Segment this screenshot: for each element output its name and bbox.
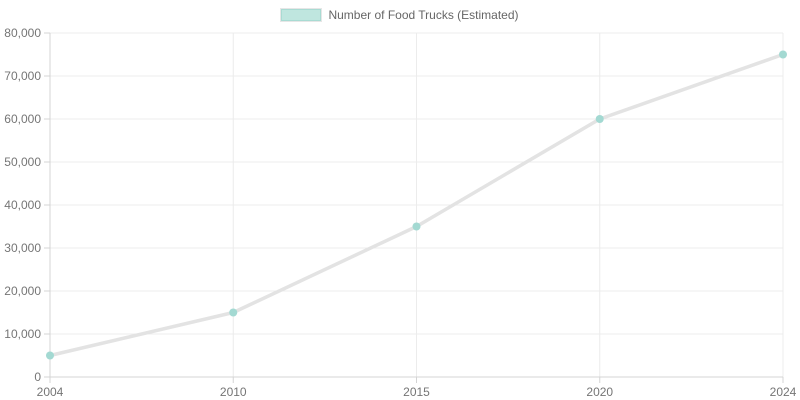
- y-tick-label: 80,000: [4, 26, 41, 40]
- y-tick-label: 10,000: [4, 327, 41, 341]
- y-tick-label: 30,000: [4, 241, 41, 255]
- data-point[interactable]: [779, 50, 787, 59]
- y-tick-label: 0: [34, 370, 41, 384]
- x-tick-label: 2015: [403, 385, 430, 399]
- data-point[interactable]: [595, 115, 604, 123]
- y-tick-label: 70,000: [4, 69, 41, 83]
- data-point[interactable]: [412, 222, 421, 231]
- y-tick-label: 40,000: [4, 198, 41, 212]
- y-tick-label: 60,000: [4, 112, 41, 126]
- legend-label: Number of Food Trucks (Estimated): [328, 8, 519, 22]
- chart-legend[interactable]: Number of Food Trucks (Estimated): [0, 8, 800, 22]
- x-tick-label: 2024: [770, 385, 797, 399]
- y-tick-label: 50,000: [4, 155, 41, 169]
- legend-swatch-icon: [280, 8, 323, 22]
- x-tick-label: 2010: [220, 385, 247, 399]
- data-point[interactable]: [229, 308, 238, 317]
- x-tick-label: 2020: [586, 385, 613, 399]
- data-point[interactable]: [46, 351, 54, 360]
- y-tick-label: 20,000: [4, 284, 41, 298]
- x-tick-label: 2004: [37, 385, 64, 399]
